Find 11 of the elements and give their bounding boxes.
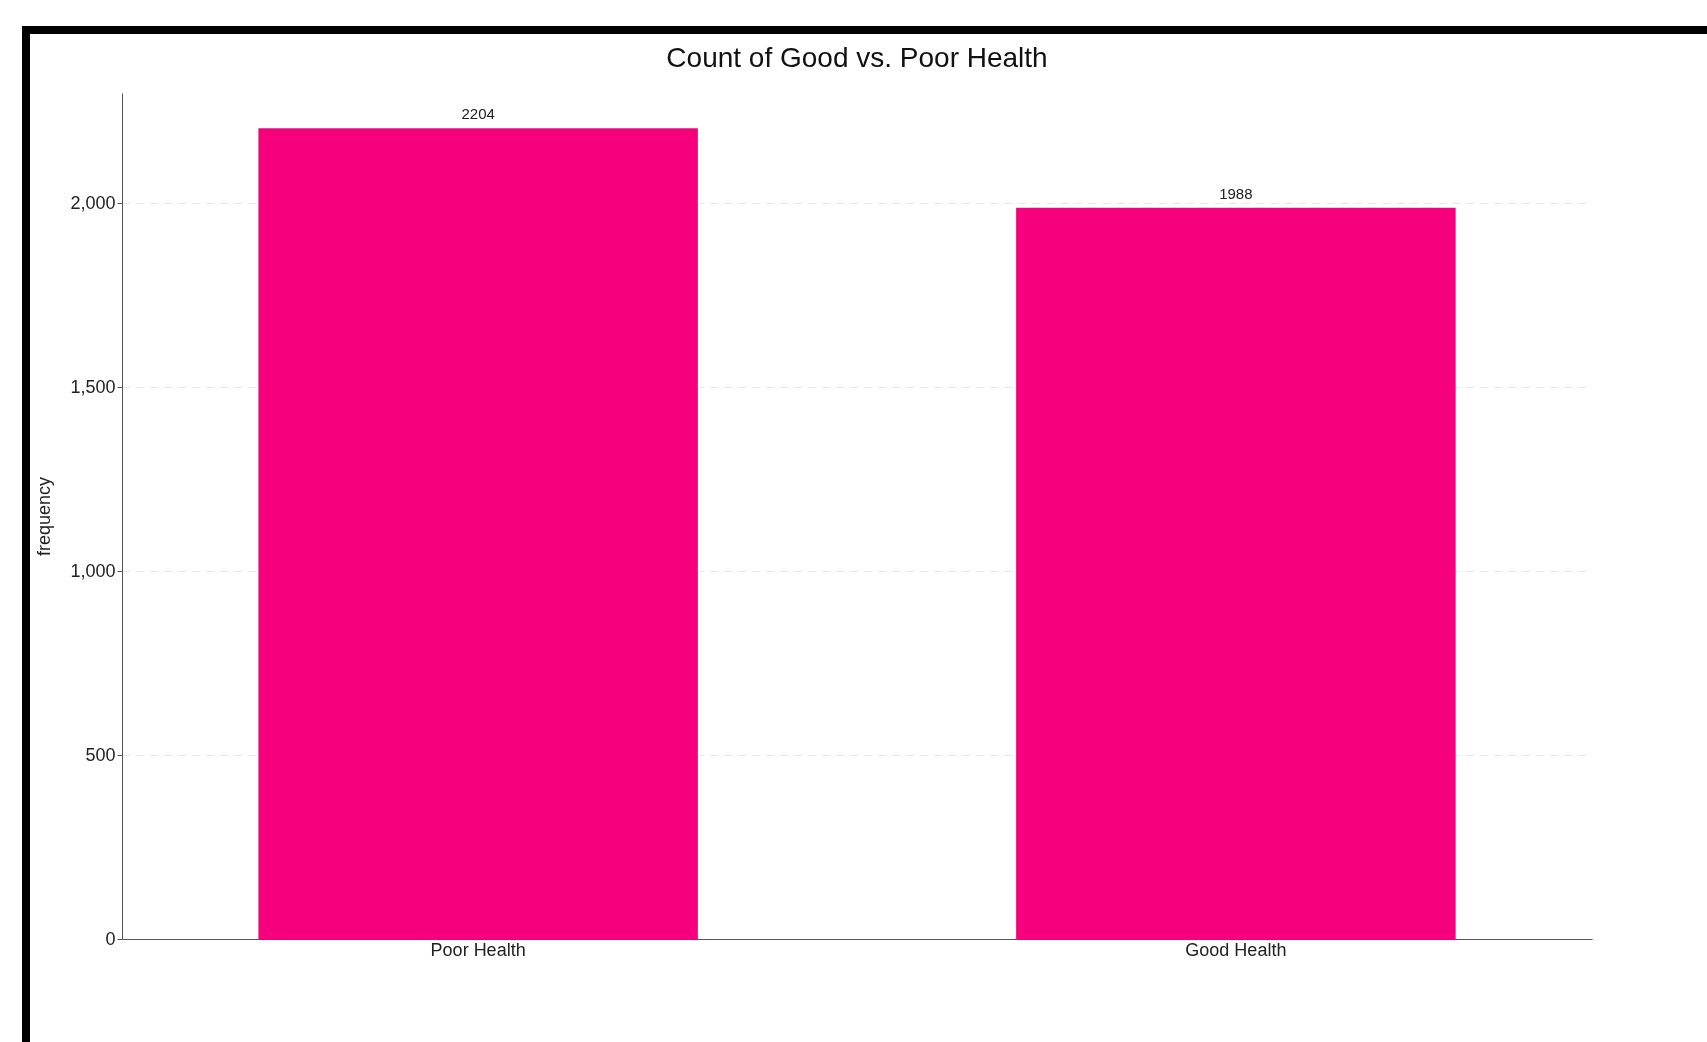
y-tick-label: 1,000	[70, 560, 116, 581]
x-tick-label: Poor Health	[430, 939, 526, 960]
chart-title: Count of Good vs. Poor Health	[666, 42, 1048, 73]
data-label: 1988	[1219, 184, 1253, 202]
data-label: 2204	[461, 105, 495, 123]
y-tick-label: 2,000	[70, 192, 116, 213]
x-tick-label: Good Health	[1185, 939, 1287, 960]
y-tick-label: 500	[85, 744, 116, 765]
y-tick-label: 0	[105, 928, 116, 949]
y-tick-label: 1,500	[70, 376, 116, 397]
y-axis-title: frequency	[34, 476, 55, 557]
